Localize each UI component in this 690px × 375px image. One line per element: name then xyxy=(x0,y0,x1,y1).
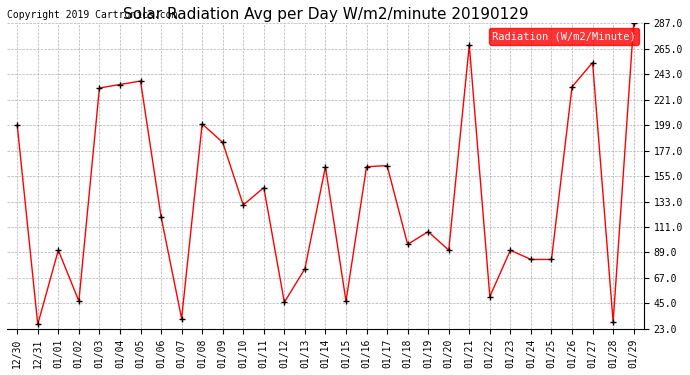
Radiation (W/m2/Minute) xyxy=(486,294,494,299)
Radiation (W/m2/Minute) xyxy=(75,299,83,303)
Radiation (W/m2/Minute) xyxy=(55,248,63,252)
Radiation (W/m2/Minute) xyxy=(95,86,104,90)
Radiation (W/m2/Minute) xyxy=(157,214,165,219)
Radiation (W/m2/Minute) xyxy=(342,299,350,303)
Title: Solar Radiation Avg per Day W/m2/minute 20190129: Solar Radiation Avg per Day W/m2/minute … xyxy=(123,7,529,22)
Radiation (W/m2/Minute) xyxy=(137,79,145,83)
Radiation (W/m2/Minute) xyxy=(383,164,391,168)
Radiation (W/m2/Minute) xyxy=(362,165,371,169)
Radiation (W/m2/Minute) xyxy=(239,203,248,207)
Radiation (W/m2/Minute) xyxy=(116,82,124,87)
Radiation (W/m2/Minute) xyxy=(526,257,535,262)
Radiation (W/m2/Minute) xyxy=(259,185,268,190)
Radiation (W/m2/Minute) xyxy=(568,85,576,89)
Radiation (W/m2/Minute) xyxy=(13,123,21,127)
Radiation (W/m2/Minute) xyxy=(629,21,638,26)
Radiation (W/m2/Minute) xyxy=(404,242,412,247)
Radiation (W/m2/Minute) xyxy=(506,248,515,252)
Radiation (W/m2/Minute) xyxy=(444,248,453,252)
Radiation (W/m2/Minute) xyxy=(177,316,186,321)
Radiation (W/m2/Minute) xyxy=(322,165,330,169)
Radiation (W/m2/Minute) xyxy=(34,322,42,327)
Radiation (W/m2/Minute) xyxy=(219,140,227,145)
Radiation (W/m2/Minute) xyxy=(280,300,288,304)
Radiation (W/m2/Minute) xyxy=(465,43,473,47)
Text: Copyright 2019 Cartronics.com: Copyright 2019 Cartronics.com xyxy=(7,10,177,20)
Radiation (W/m2/Minute) xyxy=(547,257,555,262)
Radiation (W/m2/Minute) xyxy=(301,267,309,271)
Radiation (W/m2/Minute) xyxy=(198,122,206,126)
Radiation (W/m2/Minute) xyxy=(589,60,597,65)
Radiation (W/m2/Minute) xyxy=(609,320,618,324)
Radiation (W/m2/Minute) xyxy=(424,230,433,234)
Legend: Radiation (W/m2/Minute): Radiation (W/m2/Minute) xyxy=(489,28,639,45)
Line: Radiation (W/m2/Minute): Radiation (W/m2/Minute) xyxy=(14,20,636,327)
